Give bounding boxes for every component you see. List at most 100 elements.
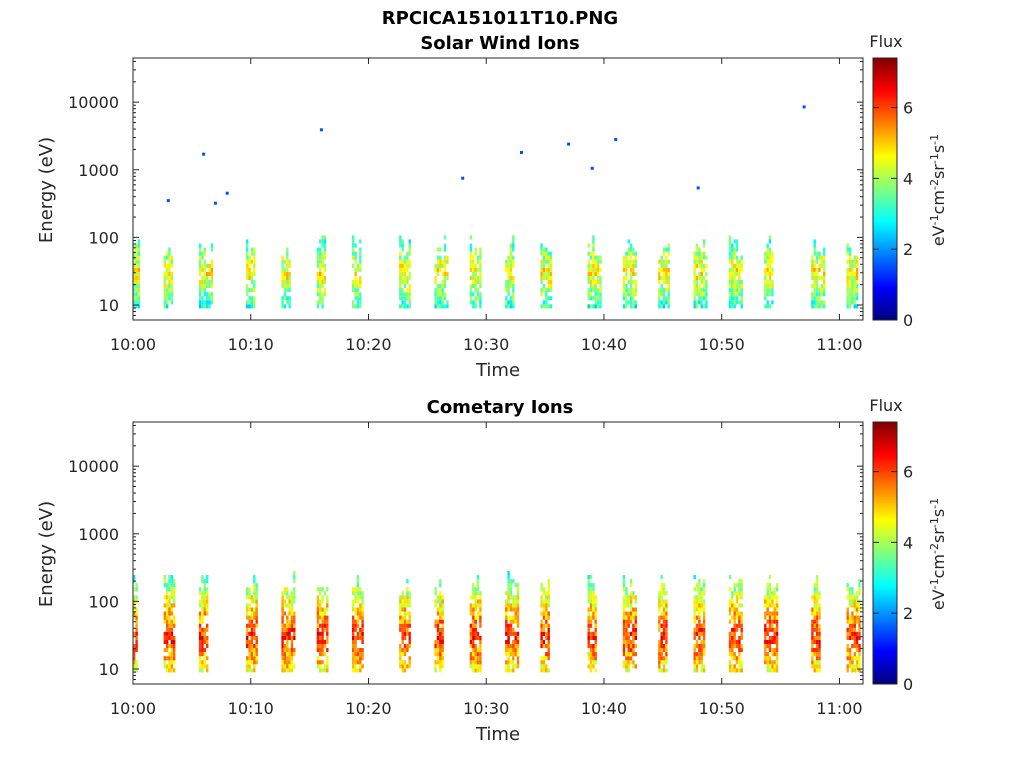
- spectrogram-cell: [323, 611, 327, 616]
- spectrogram-cell: [811, 263, 814, 268]
- spectrogram-cell: [434, 603, 437, 608]
- spectrogram-cell: [354, 591, 357, 596]
- spectrogram-cell: [599, 267, 602, 272]
- spectrogram-cell: [326, 668, 329, 673]
- spectrogram-cell: [283, 591, 287, 596]
- spectrogram-cell: [206, 263, 209, 268]
- spectrogram-cell: [399, 627, 402, 632]
- spectrogram-cell: [693, 615, 696, 620]
- spectrogram-cell: [170, 271, 174, 276]
- spectrogram-cell: [858, 583, 861, 588]
- spectrogram-cell: [660, 611, 663, 616]
- spectrogram-cell: [474, 648, 477, 653]
- spectrogram-cell: [658, 603, 661, 608]
- spectrogram-cell: [356, 587, 360, 592]
- spectrogram-cell: [323, 619, 327, 624]
- spectrogram-cell: [439, 644, 442, 649]
- spectrogram-cell: [434, 644, 437, 649]
- spectrogram-cell: [589, 263, 593, 268]
- spectrogram-cell: [248, 619, 251, 624]
- spectrogram-cell: [434, 267, 437, 272]
- spectrogram-cell: [316, 611, 320, 616]
- spectrogram-cell: [733, 664, 736, 669]
- spectrogram-cell: [288, 304, 291, 309]
- spectrogram-cell: [540, 595, 543, 600]
- spectrogram-cell: [512, 243, 515, 248]
- spectrogram-cell: [479, 603, 482, 608]
- spectrogram-cell: [401, 603, 404, 608]
- spectrogram-cell: [625, 664, 628, 669]
- spectrogram-cell: [815, 631, 819, 636]
- spectrogram-cell: [768, 635, 772, 640]
- spectrogram-cell: [283, 631, 287, 636]
- spectrogram-cell: [634, 652, 637, 657]
- spectrogram-cell: [738, 623, 741, 628]
- spectrogram-cell: [509, 648, 513, 653]
- spectrogram-cell: [740, 288, 743, 293]
- spectrogram-cell: [248, 607, 251, 612]
- spectrogram-cell: [594, 656, 597, 661]
- spectrogram-cell: [359, 275, 362, 280]
- spectrogram-cell: [133, 652, 136, 657]
- spectrogram-cell: [133, 607, 136, 612]
- spectrogram-cell: [507, 631, 510, 636]
- spectrogram-cell: [469, 235, 473, 240]
- spectrogram-cell: [168, 599, 171, 604]
- spectrogram-cell: [662, 656, 666, 661]
- spectrogram-cell: [293, 591, 296, 596]
- spectrogram-cell: [587, 259, 590, 264]
- spectrogram-cell: [406, 611, 409, 616]
- spectrogram-cell: [811, 623, 814, 628]
- spectrogram-cell: [434, 280, 437, 285]
- spectrogram-cell: [693, 263, 696, 268]
- spectrogram-cell: [290, 591, 294, 596]
- spectrogram-cell: [853, 615, 856, 620]
- spectrogram-cell: [356, 660, 360, 665]
- spectrogram-cell: [815, 615, 819, 620]
- spectrogram-cell: [695, 639, 699, 644]
- spectrogram-cell: [811, 644, 814, 649]
- spectrogram-cell: [740, 591, 743, 596]
- spectrogram-cell: [163, 579, 166, 584]
- spectrogram-cell: [399, 611, 402, 616]
- spectrogram-cell: [629, 660, 633, 665]
- spectrogram-cell: [288, 623, 291, 628]
- spectrogram-cell: [627, 648, 630, 653]
- spectrogram-cell: [764, 292, 767, 297]
- spectrogram-cell: [316, 607, 320, 612]
- spectrogram-cell: [740, 648, 743, 653]
- spectrogram-cell: [403, 631, 407, 636]
- spectrogram-cell: [658, 639, 661, 644]
- spectrogram-cell: [702, 611, 706, 616]
- spectrogram-cell: [853, 271, 856, 276]
- spectrogram-cell: [281, 648, 284, 653]
- spectrogram-cell: [293, 664, 296, 669]
- spectrogram-cell: [443, 235, 447, 240]
- spectrogram-cell: [815, 595, 819, 600]
- spectrogram-cell: [738, 603, 741, 608]
- spectrogram-cell: [731, 296, 734, 301]
- spectrogram-cell: [356, 611, 360, 616]
- spectrogram-cell: [667, 296, 670, 301]
- spectrogram-cell: [516, 656, 520, 661]
- spectrogram-cell: [168, 595, 171, 600]
- spectrogram-cell: [766, 639, 769, 644]
- spectrogram-cell: [542, 587, 546, 592]
- spectrogram-cell: [170, 611, 174, 616]
- spectrogram-cell: [811, 267, 814, 272]
- spectrogram-cell: [764, 251, 767, 256]
- spectrogram-cell: [700, 656, 703, 661]
- spectrogram-cell: [547, 615, 550, 620]
- spectrogram-cell: [815, 575, 819, 580]
- colorbar-tick-label: 6: [903, 99, 913, 118]
- spectrogram-cell: [293, 571, 296, 576]
- spectrogram-cell: [210, 271, 214, 276]
- spectrogram-cell: [290, 595, 294, 600]
- spectrogram-cell: [768, 599, 772, 604]
- spectrogram-cell: [667, 292, 670, 297]
- spectrogram-cell: [662, 271, 666, 276]
- spectrogram-cell: [766, 607, 769, 612]
- spectrogram-cell: [469, 300, 473, 305]
- spectrogram-cell: [479, 267, 482, 272]
